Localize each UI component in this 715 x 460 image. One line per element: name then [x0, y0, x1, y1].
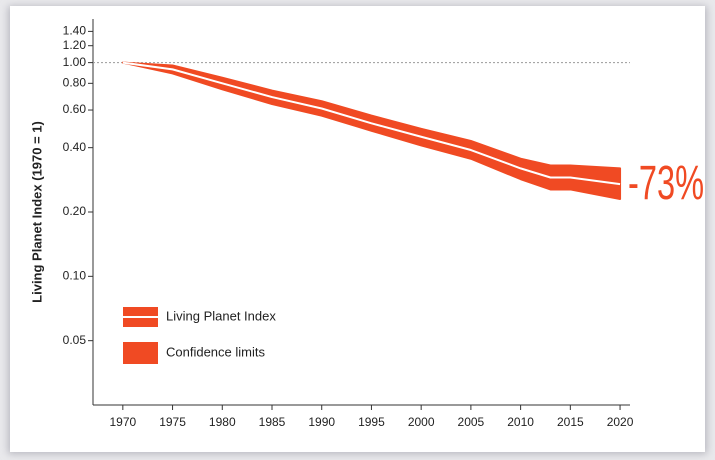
index-line	[122, 61, 621, 186]
x-tick-label: 1985	[259, 415, 286, 429]
legend-label: Confidence limits	[166, 344, 265, 359]
y-tick-label: 0.10	[63, 269, 87, 283]
x-tick-label: 1995	[358, 415, 385, 429]
panel	[10, 6, 705, 452]
y-tick-label: 1.20	[63, 38, 87, 52]
x-tick-label: 1990	[308, 415, 335, 429]
y-tick-label: 0.05	[63, 333, 87, 347]
x-tick-label: 1980	[209, 415, 236, 429]
x-tick-label: 2015	[557, 415, 584, 429]
legend-swatch	[123, 342, 158, 364]
x-tick-label: 2020	[607, 415, 634, 429]
y-tick-label: 0.80	[63, 76, 87, 90]
y-tick-label: 0.60	[63, 102, 87, 116]
x-tick-label: 1970	[109, 415, 136, 429]
legend-swatch-line	[123, 316, 158, 318]
y-tick-label: 1.40	[63, 24, 87, 38]
y-tick-label: 0.40	[63, 140, 87, 154]
x-tick-label: 2000	[408, 415, 435, 429]
y-axis-label: Living Planet Index (1970 = 1)	[29, 121, 44, 303]
x-tick-label: 2005	[458, 415, 485, 429]
legend-label: Living Planet Index	[166, 308, 276, 323]
y-tick-label: 1.00	[63, 55, 87, 69]
annotation: -73%	[628, 157, 704, 210]
y-tick-label: 0.20	[63, 204, 87, 218]
x-tick-label: 2010	[507, 415, 534, 429]
x-tick-label: 1975	[159, 415, 186, 429]
